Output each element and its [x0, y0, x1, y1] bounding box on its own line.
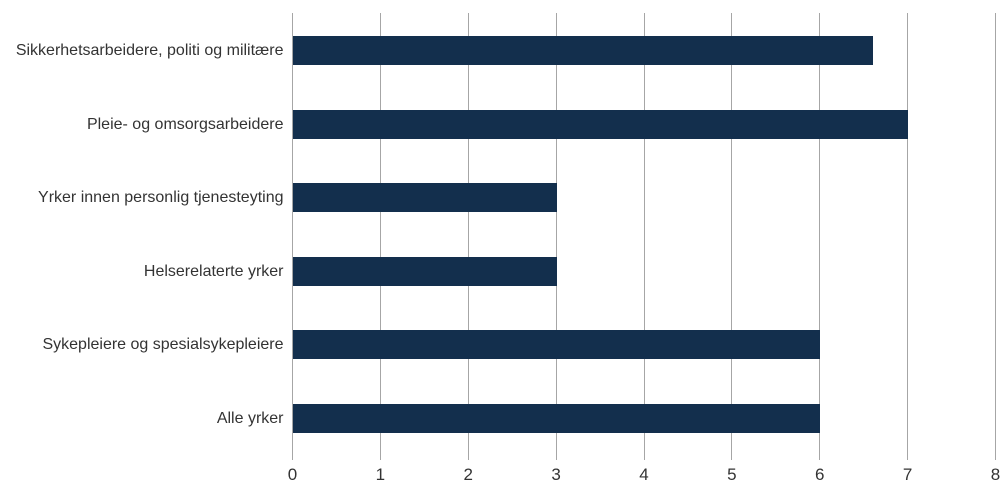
bar	[293, 109, 909, 139]
category-label: Yrker innen personlig tjenesteyting	[38, 189, 284, 207]
gridline	[379, 13, 381, 460]
category-label: Pleie- og omsorgsarbeidere	[86, 115, 284, 133]
gridline	[819, 13, 821, 460]
x-tick-label: 1	[375, 465, 386, 484]
x-tick-label: 8	[990, 465, 1000, 484]
x-tick-label: 0	[287, 465, 298, 484]
gridline	[995, 13, 996, 460]
gridline	[643, 13, 645, 460]
x-tick-label: 2	[463, 465, 473, 484]
category-label: Sykepleiere og spesialsykepleiere	[42, 336, 284, 354]
x-tick-label: 6	[815, 465, 825, 484]
x-tick-label: 3	[551, 465, 561, 484]
gridline	[555, 13, 557, 460]
gridline	[907, 13, 909, 460]
x-tick-label: 5	[727, 465, 737, 484]
bar	[293, 183, 557, 213]
category-label: Sikkerhetsarbeidere, politi og militære	[15, 42, 284, 60]
bar	[293, 36, 873, 66]
bar	[293, 256, 557, 286]
gridline	[731, 13, 733, 460]
gridline	[292, 13, 293, 460]
gridline	[467, 13, 469, 460]
x-tick-label: 7	[902, 465, 913, 484]
bar	[293, 403, 821, 433]
category-label: Helserelaterte yrker	[143, 262, 284, 280]
category-label: Alle yrker	[216, 409, 284, 427]
x-tick-label: 4	[639, 465, 649, 484]
bar	[293, 330, 821, 360]
